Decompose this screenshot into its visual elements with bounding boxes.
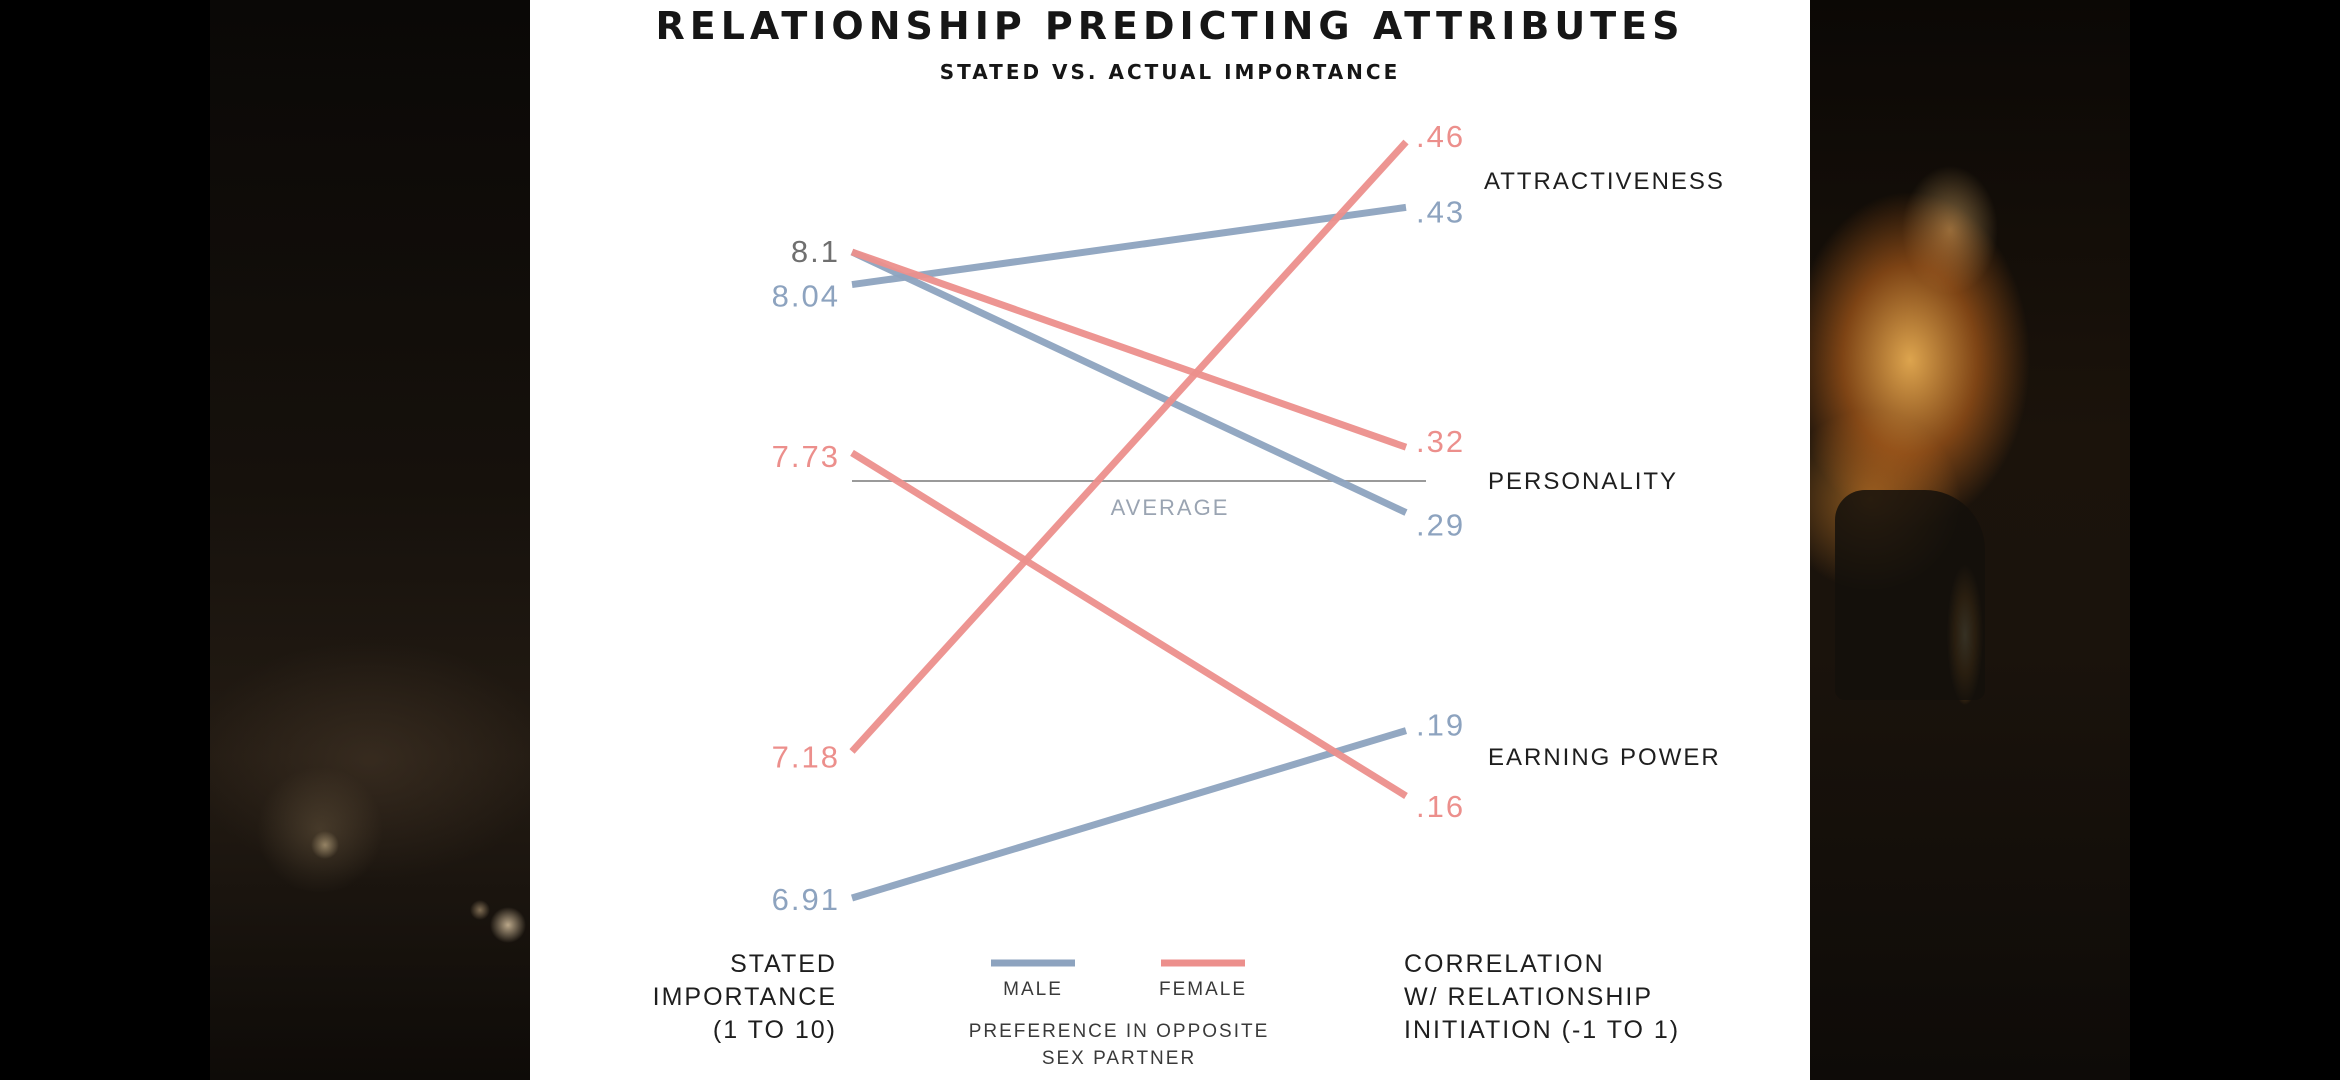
correlation-label-male-attractiveness: .43: [1416, 194, 1465, 229]
attribute-label-personality: PERSONALITY: [1488, 468, 1678, 495]
burning-car-silhouette: [1835, 490, 1985, 700]
stated-label-female-attractiveness: 7.18: [772, 739, 840, 774]
correlation-label-female-personality: .32: [1416, 424, 1465, 459]
left-axis-label-line: IMPORTANCE: [653, 983, 837, 1011]
chart-subtitle: STATED VS. ACTUAL IMPORTANCE: [939, 60, 1401, 84]
left-axis-label-line: STATED: [730, 950, 837, 978]
attribute-label-attractiveness: ATTRACTIVENESS: [1484, 168, 1725, 195]
correlation-label-male-personality: .29: [1416, 508, 1465, 543]
series-lines: [849, 139, 1409, 902]
average-reference: AVERAGE: [852, 480, 1426, 520]
correlation-value-labels: .43 .29 .19 .46 .32 .16: [1416, 119, 1465, 824]
average-label: AVERAGE: [1111, 495, 1230, 520]
correlation-label-female-earning-power: .16: [1416, 789, 1465, 824]
background-video-left: [210, 0, 530, 1080]
line-male-attractiveness: [851, 203, 1407, 289]
stated-label-male-earning-power: 6.91: [772, 882, 840, 917]
line-female-earning-power: [850, 449, 1408, 799]
right-axis-label-line: INITIATION (-1 TO 1): [1404, 1016, 1680, 1044]
line-female-personality: [850, 248, 1408, 451]
legend-caption-line: PREFERENCE IN OPPOSITE: [969, 1021, 1270, 1042]
line-female-attractiveness: [849, 139, 1409, 754]
legend: MALE FEMALE PREFERENCE IN OPPOSITE SEX PART…: [969, 959, 1270, 1069]
line-male-personality: [850, 248, 1408, 516]
line-male-earning-power: [850, 727, 1408, 902]
attribute-labels: ATTRACTIVENESS PERSONALITY EARNING POWER: [1484, 168, 1725, 771]
stated-label-female-earning-power: 7.73: [772, 439, 840, 474]
left-axis-label-line: (1 TO 10): [713, 1016, 837, 1044]
correlation-label-female-attractiveness: .46: [1416, 119, 1465, 154]
correlation-label-male-earning-power: .19: [1416, 708, 1465, 743]
stated-label-male-attractiveness: 8.04: [772, 279, 840, 314]
chart-panel: RELATIONSHIP PREDICTING ATTRIBUTES STATE…: [530, 0, 1810, 1080]
chart-title: RELATIONSHIP PREDICTING ATTRIBUTES: [655, 4, 1685, 48]
right-axis-label-line: W/ RELATIONSHIP: [1404, 983, 1653, 1011]
legend-label-female: FEMALE: [1159, 979, 1247, 1000]
legend-label-male: MALE: [1003, 979, 1063, 1000]
legend-caption-line: SEX PARTNER: [1042, 1048, 1196, 1069]
attribute-label-earning-power: EARNING POWER: [1488, 744, 1721, 771]
slope-chart: AVERAGE 8.04 6.91 7.18 7.73 8.1 .43 .29 .19 .46…: [653, 119, 1725, 1069]
stated-label-shared-personality: 8.1: [791, 234, 840, 269]
right-axis-label-line: CORRELATION: [1404, 950, 1605, 978]
axis-labels: STATED IMPORTANCE (1 TO 10) CORRELATION W/ R…: [653, 950, 1680, 1044]
stated-value-labels: 8.04 6.91 7.18 7.73 8.1: [772, 234, 840, 917]
